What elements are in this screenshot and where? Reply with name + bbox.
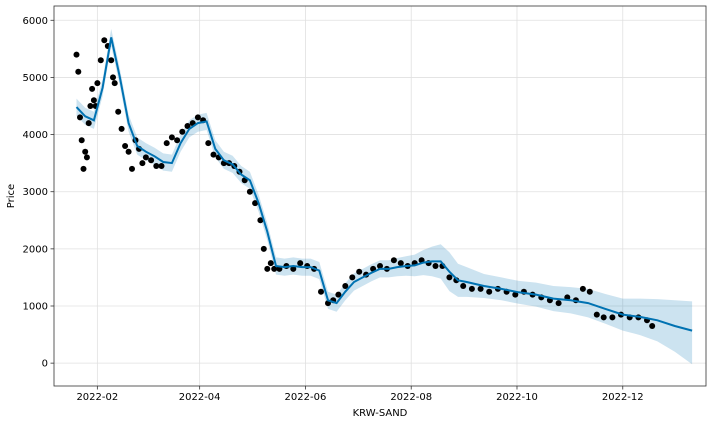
observed-point	[139, 160, 146, 167]
observed-point	[432, 263, 439, 269]
observed-point	[122, 143, 129, 149]
x-axis-label: KRW-SAND	[353, 408, 408, 419]
y-tick-label: 3000	[23, 187, 48, 198]
y-axis-ticks: 0 1000 2000 3000 4000 5000 6000	[23, 16, 54, 370]
observed-point	[555, 300, 562, 307]
observed-point	[342, 283, 349, 289]
observed-point	[210, 151, 217, 158]
observed-point	[80, 165, 87, 172]
observed-point	[108, 57, 115, 64]
observed-point	[271, 265, 278, 272]
observed-point	[125, 148, 132, 155]
observed-point	[75, 68, 82, 75]
observed-point	[168, 134, 175, 141]
observed-point	[142, 154, 149, 161]
y-tick-label: 5000	[23, 73, 48, 84]
x-tick-label: 2022-02	[76, 392, 118, 403]
observed-point	[246, 188, 253, 195]
observed-point	[512, 291, 519, 298]
observed-point	[267, 260, 274, 267]
observed-point	[460, 283, 467, 289]
observed-point	[111, 80, 118, 87]
plot-frame	[53, 5, 707, 387]
x-tick-label: 2022-06	[285, 392, 327, 403]
observed-point	[129, 165, 135, 172]
observed-point	[179, 128, 186, 135]
observed-point	[260, 245, 267, 252]
observed-point	[184, 123, 191, 129]
observed-point	[85, 120, 92, 127]
observed-point	[649, 323, 656, 329]
y-tick-label: 0	[42, 359, 48, 370]
y-tick-label: 4000	[23, 130, 48, 141]
grid	[54, 6, 706, 386]
observed-point	[600, 314, 607, 321]
y-tick-label: 2000	[23, 244, 48, 255]
observed-point	[110, 74, 116, 81]
observed-point	[579, 285, 586, 292]
observed-point	[87, 103, 94, 109]
observed-point	[477, 285, 484, 292]
observed-point	[377, 263, 383, 269]
observed-point	[73, 51, 80, 58]
forecast-line	[75, 37, 693, 332]
observed-point	[158, 163, 165, 169]
observed-point	[397, 260, 404, 267]
observed-point	[153, 163, 160, 169]
observed-point	[115, 108, 122, 115]
observed-point	[77, 114, 83, 121]
observed-point	[83, 154, 90, 161]
observed-point	[586, 288, 593, 295]
observed-point	[486, 288, 493, 295]
observed-point	[349, 274, 356, 281]
y-tick-label: 1000	[23, 302, 48, 313]
observed-point	[101, 37, 108, 44]
observed-point	[82, 148, 89, 155]
observed-point	[297, 260, 304, 267]
observed-point	[264, 265, 271, 272]
observed-point	[90, 97, 97, 104]
observed-point	[609, 314, 616, 321]
observed-point	[89, 85, 96, 92]
observed-point	[446, 274, 453, 281]
observed-point	[356, 268, 363, 275]
observed-point	[78, 137, 85, 144]
x-tick-label: 2022-12	[602, 392, 644, 403]
observed-point	[468, 285, 475, 292]
x-axis-ticks: 2022-02 2022-04 2022-06 2022-08 2022-10 2022-…	[76, 386, 644, 403]
observed-point	[318, 288, 324, 295]
observed-point	[252, 200, 259, 207]
observed-point	[94, 80, 101, 87]
observed-point	[148, 157, 155, 164]
observed-point	[174, 137, 181, 144]
x-tick-label: 2022-08	[390, 392, 432, 403]
x-tick-label: 2022-10	[496, 392, 538, 403]
observed-point	[290, 265, 297, 272]
observed-point	[257, 217, 264, 224]
observed-point	[205, 140, 212, 147]
observed-point	[118, 125, 125, 132]
uncertainty-band	[76, 28, 693, 365]
y-tick-label: 6000	[23, 16, 48, 27]
observed-point	[194, 114, 201, 121]
observed-point	[593, 311, 600, 318]
observed-point	[163, 140, 170, 147]
y-axis-label: Price	[6, 184, 17, 208]
observed-point	[335, 291, 342, 298]
x-tick-label: 2022-04	[179, 392, 221, 403]
observed-point	[390, 257, 397, 264]
observed-point	[97, 57, 104, 64]
